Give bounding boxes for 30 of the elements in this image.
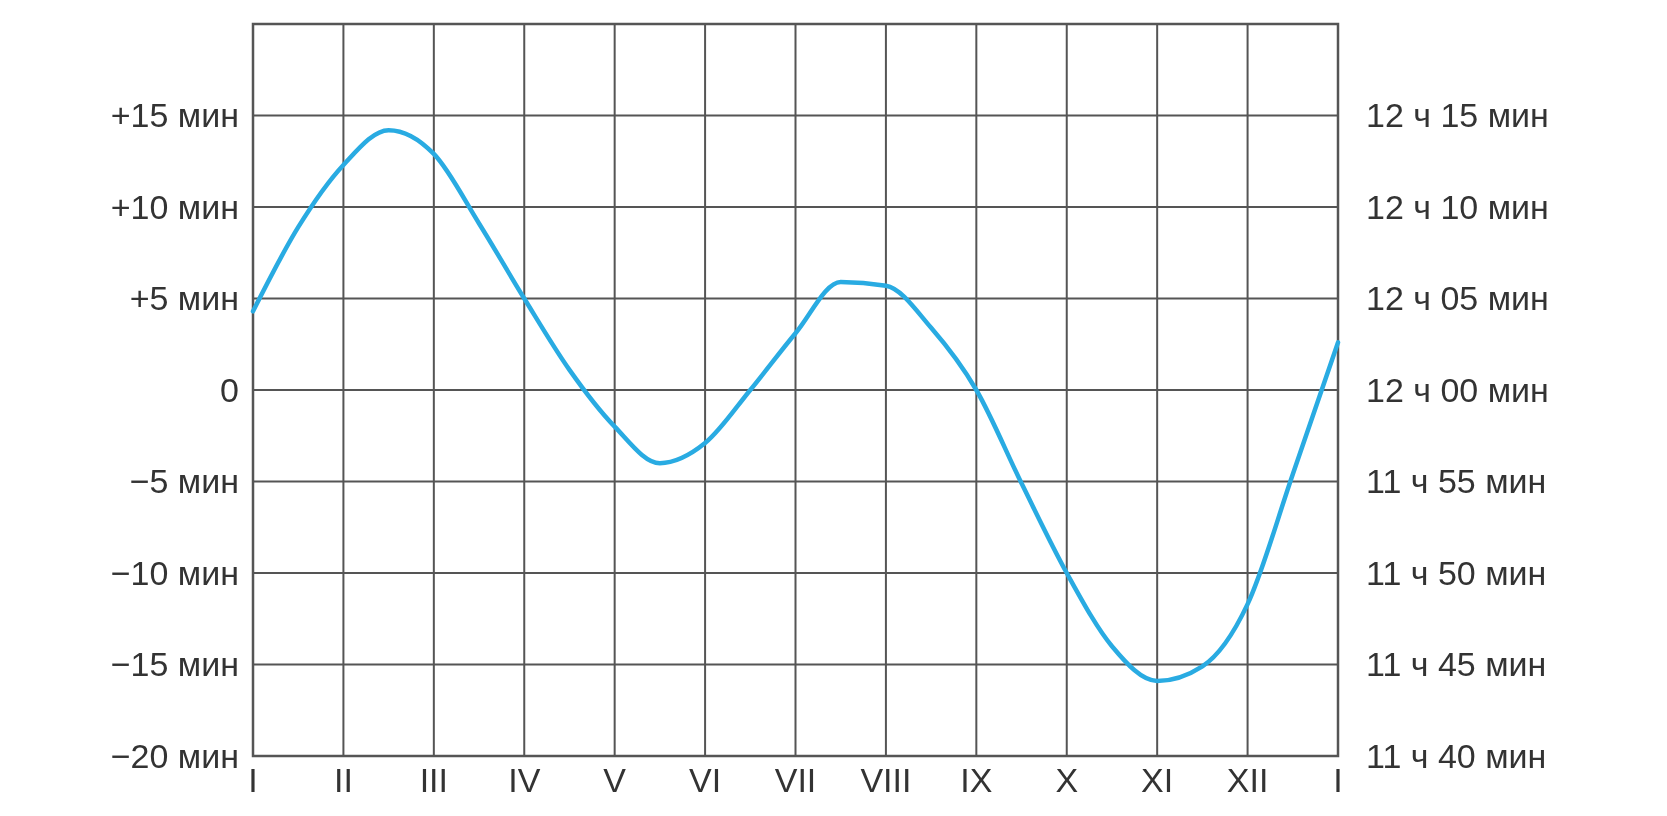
- text: 11 ч 55 мин: [1366, 462, 1547, 501]
- y-tick-label: −10 мин: [110, 553, 239, 592]
- y-tick-label: 0: [220, 370, 239, 409]
- text: 12 ч 05 мин: [1366, 279, 1549, 318]
- x-tick-label: VI: [689, 761, 722, 799]
- y-tick-label: +10 мин: [110, 187, 239, 226]
- text: 11 ч 45 мин: [1366, 645, 1547, 684]
- x-tick-label: X: [1055, 761, 1079, 799]
- x-tick-label: I: [1333, 761, 1343, 799]
- text: 12 ч 00 мин: [1366, 370, 1549, 409]
- x-tick-label: IV: [508, 761, 541, 799]
- x-tick-label: VII: [774, 761, 817, 799]
- y-tick-label: +5 мин: [129, 279, 239, 318]
- text: 12 ч 10 мин: [1366, 187, 1549, 226]
- x-tick-label: IX: [960, 761, 993, 799]
- x-tick-label: V: [603, 761, 627, 799]
- text: 11 ч 50 мин: [1366, 553, 1547, 592]
- text: 12 ч 15 мин: [1366, 96, 1549, 135]
- x-tick-label: VIII: [860, 761, 912, 799]
- line-series: [250, 127, 1341, 684]
- x-tick-label: II: [333, 761, 353, 799]
- x-tick-label: XI: [1141, 761, 1174, 799]
- x-tick-label: XII: [1226, 761, 1269, 799]
- x-tick-label: III: [419, 761, 449, 799]
- y-tick-label: −20 мин: [110, 736, 239, 775]
- text: 11 ч 40 мин: [1366, 736, 1547, 775]
- x-tick-label: I: [248, 761, 258, 799]
- y-tick-label: +15 мин: [110, 96, 239, 135]
- y-tick-label: −5 мин: [129, 462, 239, 501]
- y-tick-label: −15 мин: [110, 645, 239, 684]
